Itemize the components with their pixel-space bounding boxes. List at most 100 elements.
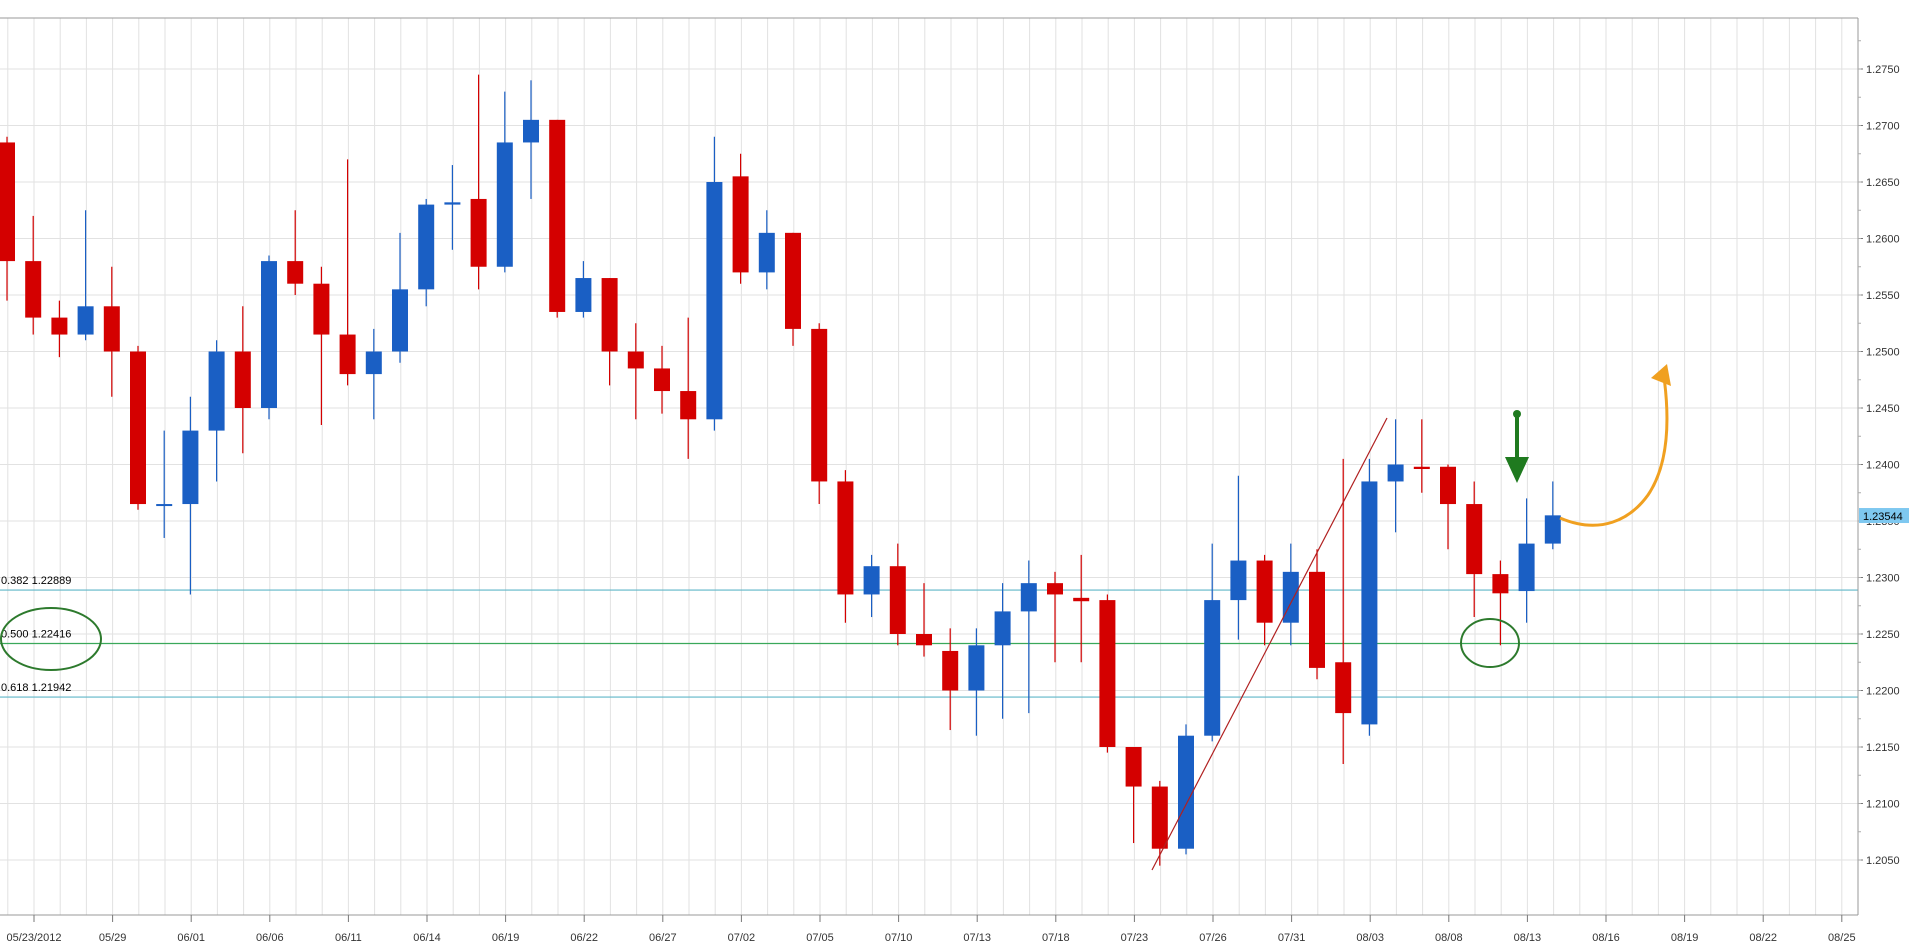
candle — [25, 215, 42, 335]
x-tick-label: 07/23 — [1121, 932, 1149, 944]
x-tick-label: 07/31 — [1278, 932, 1306, 944]
candle-body — [103, 306, 120, 352]
candle — [77, 210, 94, 341]
candle — [680, 317, 697, 459]
x-tick-label: 06/27 — [649, 932, 677, 944]
x-tick-label: 06/06 — [256, 932, 284, 944]
x-tick-label: 08/16 — [1592, 932, 1620, 944]
x-tick-label: 06/19 — [492, 932, 520, 944]
x-tick-label: 08/25 — [1828, 932, 1856, 944]
candle-body — [1178, 735, 1194, 849]
fib-label-circle-annotation — [0, 607, 102, 671]
candle — [444, 165, 461, 250]
candle-body — [418, 204, 435, 290]
y-tick-label: 1.2200 — [1866, 686, 1900, 698]
candle-body — [1518, 543, 1535, 592]
y-tick-label: 1.2550 — [1866, 290, 1900, 302]
candle-body — [1125, 747, 1142, 787]
x-tick-label: 08/19 — [1671, 932, 1699, 944]
candle-body — [1073, 597, 1090, 602]
candle — [1178, 724, 1194, 855]
x-tick-label: 08/03 — [1356, 932, 1384, 944]
candle — [601, 278, 618, 386]
y-tick-label: 1.2500 — [1866, 347, 1900, 359]
candle-body — [785, 232, 801, 329]
candle-body — [444, 202, 461, 205]
candle-body — [1020, 583, 1037, 612]
fib-level-label: 0.382 1.22889 — [1, 575, 71, 587]
candle-body — [1544, 515, 1561, 544]
down-arrow-annotation — [1505, 410, 1529, 483]
candle — [942, 628, 959, 731]
candle — [339, 159, 356, 386]
candle — [287, 210, 304, 295]
candle — [1544, 481, 1561, 550]
candle-body — [51, 317, 68, 335]
candle — [1335, 458, 1352, 764]
current-price-tag — [1859, 508, 1909, 524]
candle — [1151, 780, 1168, 866]
candle-body — [916, 634, 932, 646]
candle — [1230, 475, 1247, 640]
candle — [130, 345, 146, 510]
candle-body — [1099, 600, 1116, 747]
candle — [0, 136, 15, 301]
candle — [1073, 554, 1090, 663]
candle-body — [1256, 560, 1273, 623]
y-tick-label: 1.2600 — [1866, 234, 1900, 246]
candle-body — [627, 351, 644, 369]
candle-body — [1151, 786, 1168, 849]
candle — [208, 340, 225, 482]
candle — [837, 470, 854, 623]
x-tick-label: 06/14 — [413, 932, 441, 944]
candle — [994, 583, 1011, 719]
candle — [627, 323, 644, 420]
candle-body — [1047, 583, 1063, 595]
candle-body — [680, 391, 697, 420]
candle-body — [968, 645, 985, 691]
candle — [1518, 498, 1535, 623]
candle — [1256, 554, 1273, 646]
candle-body — [654, 368, 670, 392]
candle-body — [1309, 571, 1325, 668]
grid-layer — [0, 18, 1858, 915]
candle-body — [575, 278, 592, 312]
candle-body — [77, 306, 94, 335]
candle — [313, 266, 330, 425]
x-tick-label: 08/22 — [1749, 932, 1777, 944]
candle — [365, 328, 382, 420]
axes-layer: 1.2750 1.2700 1.2650 1.2600 1.2550 1.2500 1.24… — [0, 17, 1909, 944]
candle-body — [1387, 464, 1404, 482]
candle-body — [523, 119, 539, 143]
candle — [523, 80, 539, 199]
candle-body — [496, 142, 513, 267]
annotations-layer — [0, 364, 1671, 871]
candle — [1047, 571, 1063, 663]
support-circle-annotation — [1460, 618, 1520, 668]
candle — [1020, 560, 1037, 714]
candle-body — [811, 328, 828, 482]
x-tick-label: 07/02 — [728, 932, 756, 944]
candle — [182, 396, 199, 595]
candle-body — [1361, 481, 1378, 725]
candle-body — [470, 198, 487, 267]
candle — [392, 232, 408, 363]
y-tick-label: 1.2650 — [1866, 177, 1900, 189]
candle — [470, 74, 487, 290]
x-tick-label: 08/13 — [1514, 932, 1542, 944]
candle — [1440, 464, 1456, 550]
trendline — [1151, 417, 1388, 871]
candle — [863, 554, 880, 618]
candle-body — [863, 566, 880, 595]
candle-body — [942, 650, 959, 691]
x-tick-label: 06/01 — [177, 932, 205, 944]
candle — [261, 255, 277, 420]
candle — [732, 153, 749, 284]
candle-body — [208, 351, 225, 431]
candle-body — [706, 182, 723, 420]
candle — [549, 119, 566, 318]
candle — [1204, 543, 1221, 742]
candle-body — [130, 351, 146, 505]
candle — [575, 261, 592, 318]
x-tick-label: 05/29 — [99, 932, 127, 944]
